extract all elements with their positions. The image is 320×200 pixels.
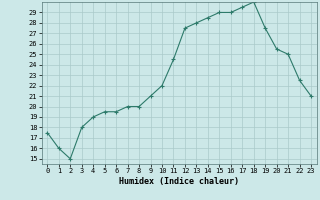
X-axis label: Humidex (Indice chaleur): Humidex (Indice chaleur) [119,177,239,186]
